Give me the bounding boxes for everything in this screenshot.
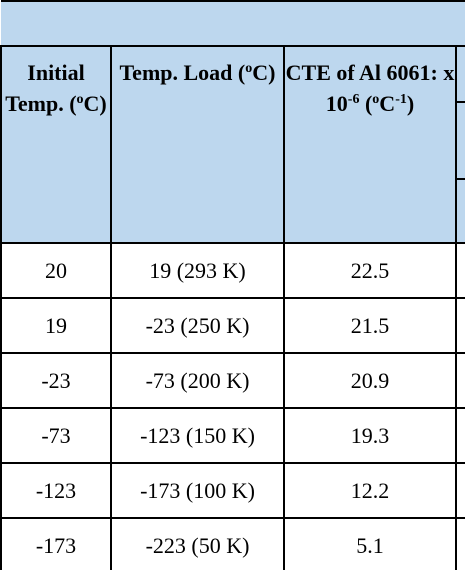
header-sup: -6 [347,92,360,107]
table-cell: 22.5 [283,242,457,299]
table-cell: 19 [0,297,112,354]
table-cell: -123 (150 K) [110,407,285,464]
header-text: CTE of Al 6061: x 10 [285,60,455,116]
header-text: ( [359,91,373,116]
table-cell: -73 (200 K) [110,352,285,409]
header-cell: Initial Temp. (oC) [0,45,112,244]
header-text: Temp. Load ( [119,60,246,85]
table-cell: -73 [0,407,112,464]
table-cell: 20 [0,242,112,299]
header-text: ) [406,91,415,116]
table-row: -73 -123 (150 K) 19.3 [0,407,465,464]
header-row: Initial Temp. (oC) Temp. Load (oC) CTE o… [0,45,465,244]
table-cell: 19 (293 K) [110,242,285,299]
header-sup: o [372,92,380,107]
table-cell: 5.1 [283,517,457,570]
table-row: 19 -23 (250 K) 21.5 [0,297,465,354]
edge-cell [455,407,465,464]
header-sup: o [76,92,84,107]
edge-cell [455,242,465,299]
header-text: C [379,91,396,116]
header-cell: Temp. Load (oC) [110,45,285,244]
header-cell [455,45,465,244]
header-sup: -1 [395,92,407,107]
edge-cell [455,462,465,519]
table-row: -123 -173 (100 K) 12.2 [0,462,465,519]
header-text: Initial Temp. ( [5,60,85,116]
table-cell: 19.3 [283,407,457,464]
header-band [1,0,465,47]
table-cell: 12.2 [283,462,457,519]
header-cell: CTE of Al 6061: x 10-6 (oC-1) [283,45,457,244]
table-cell: -173 (100 K) [110,462,285,519]
header-sup: o [245,61,253,76]
edge-cell [455,517,465,570]
band-cell [1,0,465,47]
header-text: C) [252,60,276,85]
table-row: 20 19 (293 K) 22.5 [0,242,465,299]
edge-cell [455,352,465,409]
table-row: -173 -223 (50 K) 5.1 [0,517,465,570]
table-cell: -123 [0,462,112,519]
table-row: -23 -73 (200 K) 20.9 [0,352,465,409]
table-cell: 20.9 [283,352,457,409]
table-cell: -223 (50 K) [110,517,285,570]
table-cell: -23 [0,352,112,409]
table-cell: 21.5 [283,297,457,354]
table-cell: -173 [0,517,112,570]
table-cell: -23 (250 K) [110,297,285,354]
header-text: C) [83,91,107,116]
sub-cell [457,47,465,103]
edge-cell [455,297,465,354]
sub-cell [457,103,465,180]
